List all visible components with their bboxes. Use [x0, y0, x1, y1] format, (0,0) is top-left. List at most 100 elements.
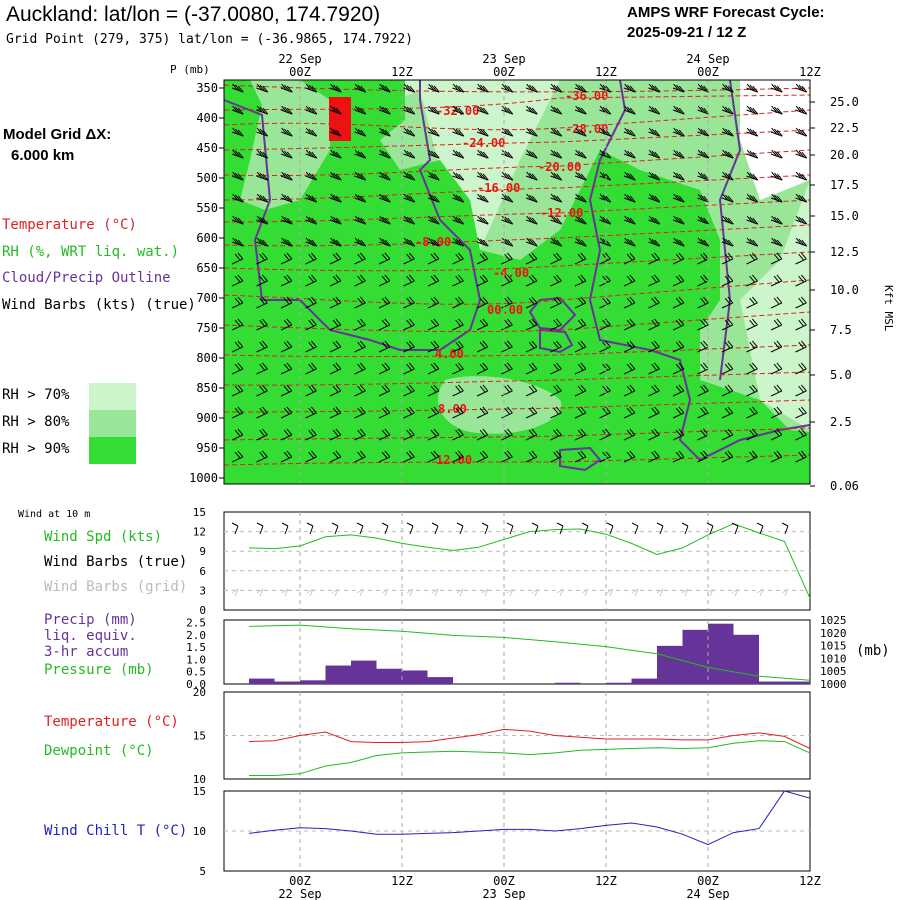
y-tick-label: 1.0 — [186, 653, 206, 666]
wind-barb-true — [731, 522, 739, 535]
y2-tick-label: 1000 — [820, 678, 847, 691]
wind-barb — [770, 105, 783, 115]
wind-barb — [329, 193, 342, 203]
wind-barb — [305, 384, 317, 397]
wind-barb — [746, 406, 758, 419]
wind-barb — [329, 406, 342, 419]
wind-barb — [697, 296, 709, 309]
wind-barb — [770, 215, 783, 225]
wind-barb — [280, 296, 293, 309]
wind-barb — [427, 450, 440, 463]
kft-tick-label: 5.0 — [830, 368, 852, 382]
wind-barb — [427, 252, 440, 265]
wind-barb — [795, 193, 808, 203]
wind-barb — [697, 274, 709, 287]
wind-barb — [550, 428, 562, 441]
wind-barb — [476, 193, 489, 203]
pressure-tick-label: 700 — [196, 291, 218, 305]
isotherm-label: 00.00 — [487, 303, 523, 317]
wind-barb — [476, 127, 489, 137]
wind-barb — [623, 274, 636, 287]
wind-barb — [452, 318, 464, 331]
wind-barb — [746, 274, 758, 287]
bottom-time-tick: 12Z — [595, 874, 617, 888]
wind-barb — [795, 318, 807, 331]
precip-bar — [733, 634, 759, 684]
wind-barb — [354, 252, 366, 265]
bottom-date-label: 23 Sep — [482, 887, 525, 900]
wind-barb — [280, 149, 293, 159]
wind-barb-true — [331, 522, 339, 535]
wind-barb — [280, 193, 293, 203]
wind-barb — [280, 318, 293, 331]
pressure-tick-label: 800 — [196, 351, 218, 365]
wind-barb — [452, 215, 465, 225]
wind-barb — [476, 215, 489, 225]
wind-barb — [550, 296, 562, 309]
wind-barb — [476, 318, 489, 331]
kft-tick-label: 0.06 — [830, 479, 859, 493]
isotherm-label: -12.00 — [540, 206, 583, 220]
wind-barb — [256, 406, 268, 419]
wind-barb — [795, 428, 807, 441]
wind-barb — [256, 384, 268, 397]
wind-barb — [476, 274, 489, 287]
wind-barb — [746, 362, 758, 375]
wind-barb — [525, 340, 538, 353]
wind-barb-true — [606, 522, 614, 535]
precip-bar — [606, 682, 632, 684]
wind-barb — [770, 127, 783, 137]
pressure-axis: 350 400 450 500 550 600 650 700 750 800 850 900 950 1… — [189, 81, 224, 485]
wind-barb — [795, 274, 807, 287]
wind-barb — [721, 384, 734, 397]
wind-barb — [501, 340, 513, 353]
wind-barb — [697, 450, 709, 463]
y-tick-label: 20 — [193, 686, 206, 699]
wind-barb — [599, 252, 611, 265]
wind-barb — [427, 127, 440, 137]
wind-barb — [378, 318, 391, 331]
wind-barb — [721, 215, 734, 225]
wind-barb — [378, 127, 391, 137]
y-tick-label: 2.5 — [186, 616, 206, 629]
wind-barb — [525, 296, 538, 309]
wind-barb — [574, 384, 587, 397]
wind-barb — [452, 296, 464, 309]
precip-bar — [325, 665, 351, 684]
wind-barb-true — [406, 522, 414, 535]
wind-barb — [501, 384, 513, 397]
wind-barb — [550, 105, 563, 115]
precip-bar — [657, 645, 683, 684]
pressure-tick-label: 400 — [196, 111, 218, 125]
wind-barb — [648, 127, 661, 137]
wind-barb — [672, 149, 685, 159]
top-date-label: 22 Sep — [278, 52, 321, 66]
wind-barb — [280, 252, 293, 265]
wind-barb — [280, 406, 293, 419]
wind-barb — [721, 127, 734, 137]
wind-barb — [574, 127, 587, 137]
wind-barb — [623, 296, 636, 309]
wind-barb — [648, 384, 660, 397]
pressure-tick-label: 450 — [196, 141, 218, 155]
wind-barb — [280, 127, 293, 137]
wind-barb — [770, 274, 783, 287]
wind-barb — [672, 252, 685, 265]
wind-barb — [525, 406, 538, 419]
wind-barb — [231, 252, 244, 265]
top-time-tick: 00Z — [697, 65, 719, 79]
precip-bar — [274, 681, 300, 684]
wind-barb — [501, 406, 513, 419]
wind-barb — [231, 406, 244, 419]
wind-barb — [599, 340, 611, 353]
wind-barb — [721, 340, 734, 353]
rh90-region — [224, 80, 810, 484]
wind-barb — [672, 193, 685, 203]
wind-barb — [231, 193, 244, 203]
isotherm — [223, 427, 811, 441]
wind-barb — [550, 149, 563, 159]
wind-barb — [476, 340, 489, 353]
wind-barb — [476, 384, 489, 397]
wind-barb — [770, 318, 783, 331]
wind-barb — [623, 384, 636, 397]
